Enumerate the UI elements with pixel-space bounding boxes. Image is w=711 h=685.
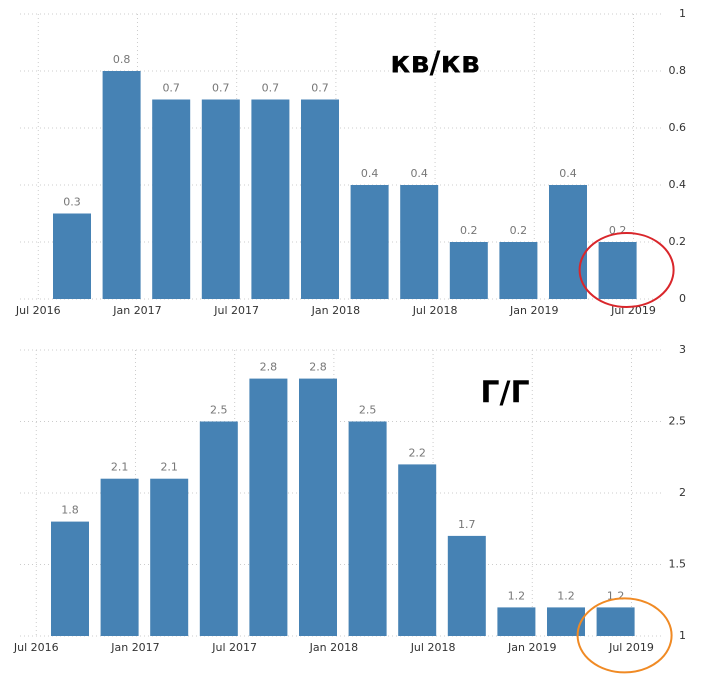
- bar: [449, 242, 488, 299]
- bar: [398, 464, 437, 636]
- bar: [547, 607, 585, 636]
- value-label: 0.7: [262, 82, 280, 95]
- x-tick-label: Jul 2016: [13, 641, 59, 654]
- value-label: 2.8: [260, 361, 278, 374]
- bar: [150, 478, 189, 636]
- y-tick-label: 0.4: [669, 178, 687, 191]
- y-tick-label: 3: [679, 343, 686, 356]
- value-label: 2.2: [408, 446, 426, 459]
- bar: [596, 607, 635, 636]
- value-label: 0.4: [361, 167, 379, 180]
- bar: [100, 478, 139, 636]
- y-tick-label: 1.5: [669, 558, 687, 571]
- value-label: 1.2: [557, 589, 575, 602]
- bar: [199, 421, 238, 636]
- bar: [447, 535, 486, 636]
- value-label: 0.7: [212, 82, 230, 95]
- x-tick-label: Jan 2018: [309, 641, 358, 654]
- bar: [400, 185, 439, 299]
- bar: [301, 99, 339, 299]
- value-label: 1.8: [61, 504, 79, 517]
- bar: [249, 378, 288, 636]
- bar: [251, 99, 290, 299]
- value-label: 1.2: [508, 589, 526, 602]
- x-tick-label: Jul 2017: [213, 304, 259, 317]
- x-tick-label: Jan 2019: [509, 304, 558, 317]
- x-tick-label: Jul 2018: [412, 304, 458, 317]
- value-label: 2.5: [359, 404, 377, 417]
- bar: [299, 378, 337, 636]
- x-tick-label: Jan 2018: [311, 304, 360, 317]
- y-tick-label: 1: [679, 629, 686, 642]
- y-tick-label: 0: [679, 292, 686, 305]
- x-tick-label: Jan 2017: [112, 304, 161, 317]
- highlight-circle: [578, 232, 675, 308]
- bar: [499, 242, 538, 299]
- y-tick-label: 0.2: [669, 235, 687, 248]
- bar: [51, 521, 89, 636]
- value-label: 0.2: [510, 224, 528, 237]
- value-label: 0.2: [460, 224, 478, 237]
- value-label: 2.8: [309, 361, 327, 374]
- value-label: 0.8: [113, 53, 131, 66]
- x-tick-label: Jul 2018: [410, 641, 456, 654]
- value-label: 0.7: [311, 82, 329, 95]
- x-tick-label: Jul 2016: [15, 304, 61, 317]
- bar: [152, 99, 191, 299]
- x-tick-label: Jul 2017: [211, 641, 257, 654]
- value-label: 2.1: [111, 461, 129, 474]
- value-label: 1.7: [458, 518, 476, 531]
- value-label: 0.7: [162, 82, 180, 95]
- bar: [53, 213, 91, 299]
- x-tick-label: Jan 2017: [110, 641, 159, 654]
- x-tick-label: Jul 2019: [608, 641, 654, 654]
- bar: [348, 421, 387, 636]
- value-label: 0.4: [559, 167, 577, 180]
- value-label: 2.1: [160, 461, 178, 474]
- value-label: 0.4: [410, 167, 428, 180]
- bar: [201, 99, 240, 299]
- value-label: 2.5: [210, 404, 228, 417]
- x-tick-label: Jan 2019: [507, 641, 556, 654]
- bar: [598, 242, 637, 299]
- bar: [497, 607, 536, 636]
- bar: [350, 185, 389, 299]
- y-tick-label: 2.5: [669, 415, 687, 428]
- value-label: 0.3: [63, 196, 81, 209]
- highlight-circle: [576, 597, 673, 674]
- y-tick-label: 1: [679, 7, 686, 20]
- y-tick-label: 2: [679, 486, 686, 499]
- y-tick-label: 0.8: [669, 64, 687, 77]
- bar: [102, 71, 141, 299]
- y-tick-label: 0.6: [669, 121, 687, 134]
- annotation: Г/Г: [480, 376, 529, 411]
- annotation: кв/кв: [390, 46, 480, 81]
